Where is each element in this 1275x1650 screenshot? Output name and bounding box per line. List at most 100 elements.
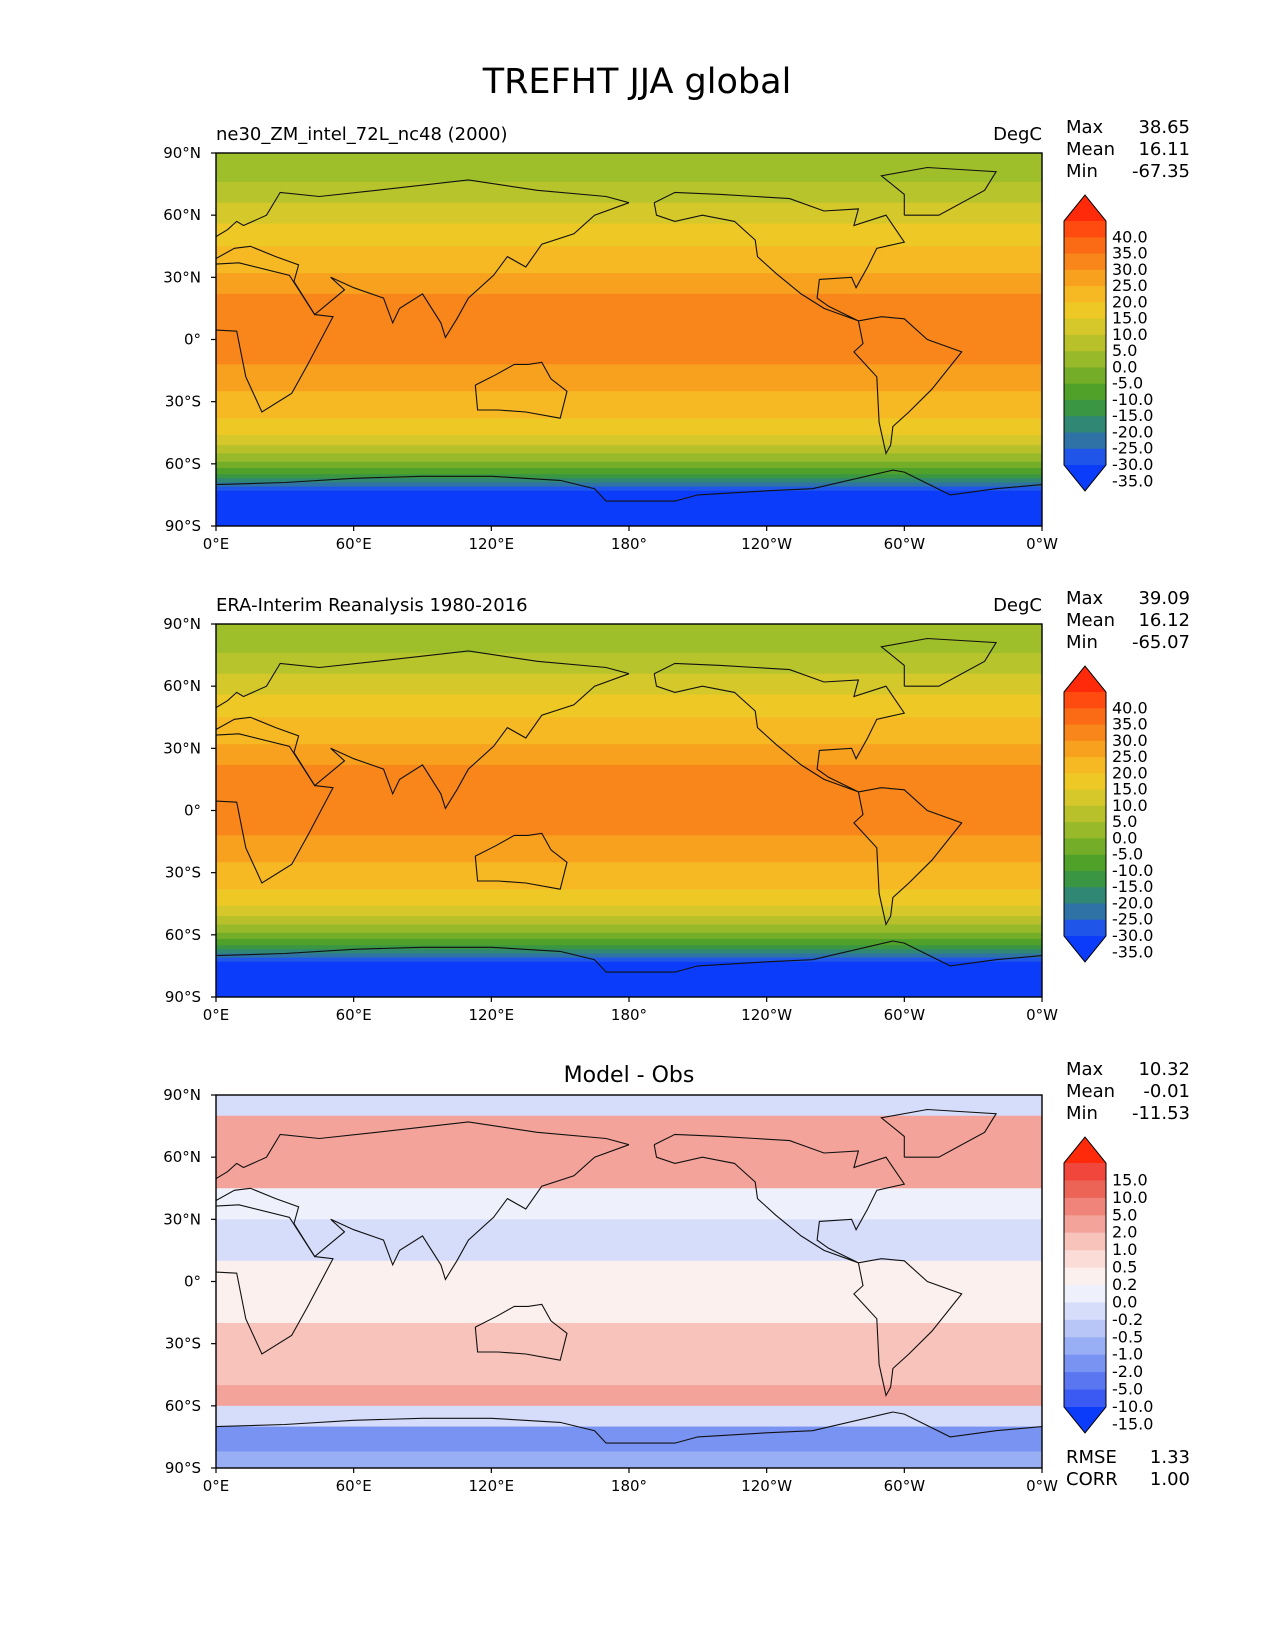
coastline (216, 469, 1042, 502)
colorbar-segment (1064, 367, 1106, 385)
y-tick-label: 90°S (165, 988, 201, 1006)
coastline (853, 1258, 963, 1398)
coastline (653, 662, 906, 793)
colorbar-tick-label: 20.0 (1112, 292, 1148, 311)
colorbar-segment (1064, 1337, 1106, 1356)
contour-band (216, 905, 1042, 917)
contour-band (216, 1219, 1042, 1262)
x-tick-label: 0°E (203, 535, 230, 553)
coastline (216, 673, 630, 810)
colorbar-segment (1064, 1232, 1106, 1251)
y-tick-label: 30°S (165, 1335, 201, 1353)
colorbar-tick-label: 40.0 (1112, 227, 1148, 246)
y-tick-label: 60°S (165, 926, 201, 944)
colorbar-segment (1064, 383, 1106, 401)
panel-obs: ERA-Interim Reanalysis 1980-2016 DegC 0°… (163, 588, 1190, 1024)
colorbar-segment (1064, 221, 1106, 238)
stat-label: Min (1066, 161, 1098, 182)
coastline (653, 191, 906, 322)
colorbar-tick-label: 5.0 (1112, 812, 1137, 831)
colorbar-segment (1064, 903, 1106, 921)
x-tick-label: 60°E (336, 1477, 372, 1495)
x-tick-label: 60°W (884, 535, 926, 553)
stat-value: -0.01 (1143, 1081, 1190, 1102)
colorbar-segment (1064, 1163, 1106, 1182)
y-tick-label: 90°N (163, 615, 201, 633)
colorbar-tick-label: 2.0 (1112, 1223, 1137, 1242)
x-tick-label: 120°E (469, 1006, 515, 1024)
colorbar: 15.010.05.02.01.00.50.20.0-0.2-0.5-1.0-2… (1063, 1136, 1153, 1434)
colorbar-segment (1064, 253, 1106, 271)
colorbar-tick-label: -35.0 (1112, 942, 1153, 961)
contour-band (216, 153, 1042, 183)
contour-band (216, 246, 1042, 274)
contour-band (216, 1385, 1042, 1407)
contour-band (216, 391, 1042, 419)
colorbar-frame (1063, 194, 1107, 492)
colorbar-segment (1064, 887, 1106, 905)
colorbar-segment (1064, 724, 1106, 742)
stat-label: Max (1066, 117, 1104, 138)
colorbar-segment (1064, 237, 1106, 255)
coastline (216, 1144, 630, 1281)
colorbar-tick-label: 0.5 (1112, 1258, 1137, 1277)
colorbar-segment (1064, 432, 1106, 450)
colorbar-tick-label: 0.0 (1112, 828, 1137, 847)
coastline (474, 361, 568, 419)
x-tick-label: 180° (611, 535, 647, 553)
colorbar-tick-label: -25.0 (1112, 910, 1153, 929)
colorbar-segment (1064, 1180, 1106, 1199)
colorbar-tick-label: 0.0 (1112, 357, 1137, 376)
y-tick-label: 60°S (165, 1397, 201, 1415)
contour-band (216, 445, 1042, 454)
colorbar-tick-label: 25.0 (1112, 276, 1148, 295)
y-tick-label: 90°N (163, 144, 201, 162)
colorbar-tick-label: -1.0 (1112, 1345, 1143, 1364)
contour-band (216, 938, 1042, 946)
stat-value: -65.07 (1132, 632, 1190, 653)
coastline (880, 1108, 998, 1158)
contour-band (216, 418, 1042, 436)
x-tick-label: 120°W (741, 1006, 792, 1024)
contour-band (216, 1260, 1042, 1324)
y-tick-label: 0° (184, 331, 201, 349)
colorbar-frame (1063, 665, 1107, 963)
colorbar-segment (1064, 1389, 1106, 1408)
contour-band (216, 1426, 1042, 1452)
contour-band (216, 1451, 1042, 1468)
stat-value: 16.11 (1138, 139, 1190, 160)
stat-value: 10.32 (1138, 1059, 1190, 1080)
contour-band (216, 653, 1042, 675)
colorbar-tick-label: -15.0 (1112, 1414, 1153, 1433)
colorbar-segment (1064, 1215, 1106, 1234)
stat-label: RMSE (1066, 1447, 1117, 1468)
contour-band (216, 1405, 1042, 1428)
panel-center-title: Model - Obs (564, 1063, 695, 1088)
colorbar-tick-label: 30.0 (1112, 731, 1148, 750)
contour-band (216, 957, 1042, 963)
stat-label: Max (1066, 588, 1104, 609)
stat-label: Mean (1066, 610, 1115, 631)
contour-band (216, 961, 1042, 997)
coastline (216, 202, 630, 339)
coastline (216, 1121, 630, 1180)
colorbar-tick-label: -10.0 (1112, 390, 1153, 409)
stat-value: 39.09 (1138, 588, 1190, 609)
colorbar-segment (1064, 854, 1106, 872)
colorbar-tick-label: -0.5 (1112, 1327, 1143, 1346)
x-tick-label: 0°W (1026, 535, 1058, 553)
panel-left-title: ne30_ZM_intel_72L_nc48 (2000) (216, 124, 508, 145)
colorbar-segment (1064, 1250, 1106, 1269)
colorbar-tick-label: 15.0 (1112, 1170, 1148, 1189)
colorbar-tick-label: -5.0 (1112, 1380, 1143, 1399)
panel-units: DegC (993, 595, 1042, 616)
colorbar-segment (1064, 822, 1106, 839)
y-tick-label: 60°N (163, 1148, 201, 1166)
colorbar-segment (1064, 302, 1106, 320)
y-tick-label: 0° (184, 1273, 201, 1291)
colorbar-extend-max (1064, 666, 1106, 692)
colorbar-tick-label: -0.2 (1112, 1310, 1143, 1329)
contour-band (216, 624, 1042, 654)
colorbar-segment (1064, 286, 1106, 303)
colorbar-segment (1064, 757, 1106, 774)
